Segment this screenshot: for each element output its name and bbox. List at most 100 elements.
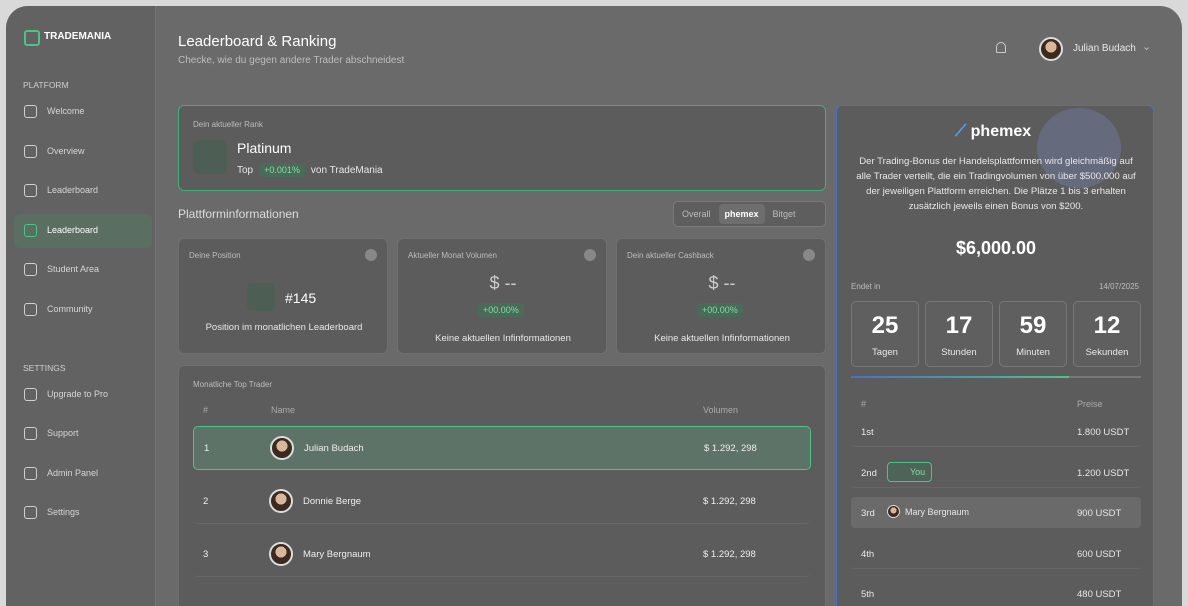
nav-label[interactable]: Settings [47, 507, 80, 518]
prize-header: Preise [1077, 399, 1103, 409]
column-header: Name [271, 405, 296, 415]
nav-label[interactable]: Leaderboard [47, 185, 99, 196]
nav-item[interactable]: Settings [14, 496, 152, 530]
nav-label[interactable]: Overview [47, 145, 85, 156]
stat-label: Deine Position [189, 251, 241, 260]
countdown-box: 59 Minuten [999, 301, 1067, 367]
user-name[interactable]: Julian Budach [1073, 43, 1136, 54]
promo-card: ⟋ phemex Der Trading-Bonus der Handelspl… [836, 105, 1154, 606]
countdown-unit: Tagen [872, 347, 898, 358]
nav-label[interactable]: Upgrade to Pro [47, 388, 109, 399]
info-icon [365, 249, 377, 261]
stat-value: $ -- [708, 273, 736, 293]
app: TRADEMANIA PLATFORM Welcome Overview Leader… [6, 6, 1182, 606]
bell-icon[interactable] [996, 42, 1006, 53]
stat-label: Dein aktueller Cashback [627, 251, 714, 260]
end-date: 14/07/2025 [1098, 282, 1139, 291]
brand: TRADEMANIA [44, 31, 112, 42]
nav-item[interactable]: Support [14, 417, 152, 451]
nav-icon [24, 427, 37, 441]
promo-logo-text: phemex [970, 123, 1032, 140]
promo-text: Der Trading-Bonus der Handelsplattformen… [856, 156, 1136, 212]
table-row[interactable]: 3 Mary Bergnaum $ 1.292, 298 [193, 533, 811, 577]
promo-amount: $6,000.00 [955, 238, 1037, 258]
nav-item[interactable]: Student Area [14, 253, 152, 287]
nav-label[interactable]: Admin Panel [47, 467, 99, 478]
prize-header: # [861, 399, 867, 409]
prize-user: Mary Bergnaum [905, 507, 970, 518]
nav-icon [24, 263, 37, 277]
nav-label[interactable]: Support [47, 428, 79, 439]
prize-place: 3rd [861, 508, 875, 520]
nav-icon [24, 144, 37, 158]
rank-card: Dein aktueller Rank Platinum Top +0.001%… [178, 105, 826, 191]
countdown-box: 25 Tagen [851, 301, 919, 367]
platform-tabs: Overall phemex Bitget [673, 201, 826, 227]
platform-tab[interactable]: phemex [718, 204, 765, 224]
nav-icon [24, 466, 37, 480]
stat-caption: Keine aktuellen Infinformationen [654, 333, 790, 344]
prize-amount: 1.200 USDT [1077, 467, 1130, 479]
platform-tab[interactable]: Overall [682, 209, 711, 219]
nav-item[interactable]: Leaderboard [14, 174, 152, 208]
nav-icon [24, 184, 37, 198]
section-title: PLATFORM [23, 80, 69, 90]
nav-label[interactable]: Leaderboard [47, 224, 99, 235]
nav-item[interactable]: Leaderboard [14, 213, 152, 248]
prize-amount: 1.800 USDT [1077, 427, 1130, 438]
table-row[interactable]: 2 Donnie Berge $ 1.292, 298 [193, 480, 811, 524]
nav-item[interactable]: Admin Panel [14, 457, 152, 491]
nav-label[interactable]: Community [47, 304, 93, 314]
row-volume: $ 1.292, 298 [703, 495, 756, 507]
nav-item[interactable]: Overview [14, 135, 152, 169]
nav-label[interactable]: Student Area [47, 264, 100, 275]
countdown-value: 59 [1019, 312, 1047, 339]
nav-icon [24, 303, 37, 316]
table-title: Monatliche Top Trader [193, 380, 273, 389]
nav-item[interactable]: Upgrade to Pro [14, 378, 152, 412]
logo-icon [24, 30, 40, 46]
info-icon [584, 249, 596, 261]
stat-card: Deine Position #145 Position im monatliche… [178, 238, 388, 354]
countdown-value: 12 [1093, 312, 1121, 339]
countdown-box: 12 Sekunden [1073, 301, 1141, 367]
stat-badge: +00.00% [697, 303, 743, 317]
prize-amount: 480 USDT [1077, 589, 1122, 601]
nav-item[interactable]: Community [14, 293, 152, 327]
nav-icon [24, 105, 37, 118]
promo-logo: ⟋ phemex [955, 123, 1032, 140]
nav-item[interactable]: Welcome [14, 95, 152, 129]
countdown-box: 17 Stunden [925, 301, 993, 367]
countdown-unit: Stunden [941, 347, 977, 358]
platform-tab[interactable]: Bitget [772, 209, 796, 219]
platform-title: Plattforminformationen [178, 207, 299, 221]
stat-value: #145 [285, 290, 317, 306]
table-card: Monatliche Top Trader # Name Volumen 1 Julia… [178, 365, 826, 606]
deco [1037, 108, 1121, 188]
progress-track [851, 376, 1141, 378]
prize-row: 4th 600 USDT [851, 538, 1141, 569]
user-avatar[interactable] [1039, 37, 1063, 61]
countdown-unit: Minuten [1016, 347, 1050, 358]
chevron[interactable]: ⌄ [1142, 41, 1152, 53]
prize-amount: 600 USDT [1077, 548, 1122, 560]
prize-place: 2nd [861, 467, 877, 479]
stat-caption: Keine aktuellen Infinformationen [435, 333, 571, 344]
row-rank: 3 [203, 549, 209, 560]
stat-card: Dein aktueller Cashback $ -- +00.00% Keine … [616, 238, 826, 354]
nav-icon [24, 223, 37, 237]
row-avatar [269, 542, 293, 566]
rank-label: Dein aktueller Rank [193, 120, 263, 129]
countdown-value: 17 [945, 312, 973, 339]
prize-row: 3rd Mary Bergnaum 900 USDT [851, 497, 1141, 529]
page-subtitle: Checke, wie du gegen andere Trader absch… [178, 55, 405, 66]
table-row[interactable]: 1 Julian Budach $ 1.292, 298 [193, 426, 811, 470]
prize-amount: 900 USDT [1077, 508, 1122, 520]
row-volume: $ 1.292, 298 [704, 443, 757, 454]
nav-label[interactable]: Welcome [47, 106, 85, 116]
prize-row: 5th 480 USDT [851, 578, 1141, 606]
column-header: # [203, 405, 209, 415]
section-title: SETTINGS [23, 362, 66, 373]
row-name: Mary Bergnaum [303, 549, 371, 560]
row-name: Donnie Berge [303, 495, 362, 507]
